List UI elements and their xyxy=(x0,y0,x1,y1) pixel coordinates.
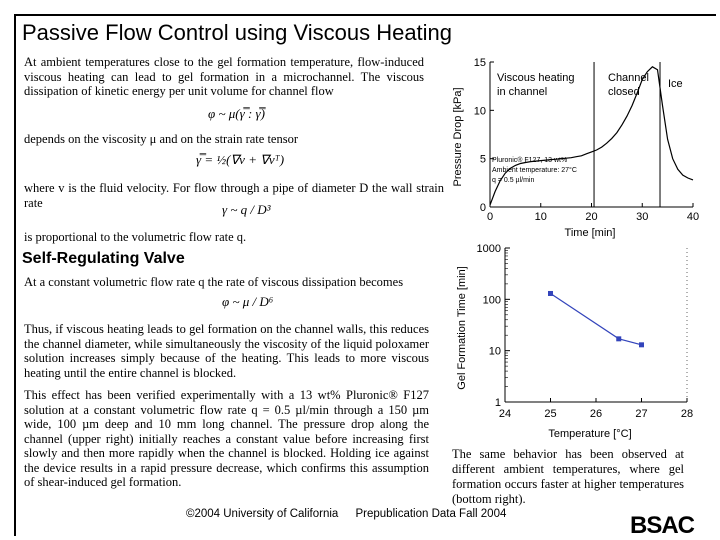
paragraph-constant-flow: At a constant volumetric flow rate q the… xyxy=(24,275,404,289)
slide-title: Passive Flow Control using Viscous Heati… xyxy=(22,20,453,45)
section-heading: Self-Regulating Valve xyxy=(22,250,185,267)
y-axis-label: Pressure Drop [kPa] xyxy=(452,87,464,186)
annotation-conditions-2: Ambient temperature: 27°C xyxy=(492,166,577,174)
y-tick-label: 15 xyxy=(474,57,486,69)
x-tick-label: 28 xyxy=(681,408,693,420)
x-tick-label: 24 xyxy=(499,408,511,420)
gel-time-point xyxy=(616,336,622,342)
pressure-drop-chart: Pressure Drop [kPa] Time [min] Viscous h… xyxy=(452,57,699,239)
gel-time-point xyxy=(548,290,553,296)
annotation-ice: Ice xyxy=(668,78,683,90)
slide-frame xyxy=(14,14,716,536)
annotation-channel-closed-2: closed xyxy=(608,86,640,98)
gel-time-chart: Gel Formation Time [min] Temperature [°C… xyxy=(456,243,693,440)
figure-caption: The same behavior has been observed at d… xyxy=(452,447,684,506)
annotation-viscous-heating-2: in channel xyxy=(497,86,547,98)
x-tick-label: 27 xyxy=(635,408,647,420)
copyright-text: ©2004 University of California xyxy=(186,508,339,520)
y-tick-label: 100 xyxy=(483,294,501,306)
bsac-logo: BSAC xyxy=(630,512,695,539)
paragraph-feedback: Thus, if viscous heating leads to gel fo… xyxy=(24,322,429,380)
x-tick-label: 25 xyxy=(544,408,556,420)
y-tick-label: 10 xyxy=(474,105,486,117)
paragraph-viscosity: depends on the viscosity μ and on the st… xyxy=(24,132,298,146)
paragraph-experiment: This effect has been verified experiment… xyxy=(24,388,429,489)
formula-dissipation: φ ~ μ(γ̿ : γ̿) xyxy=(208,106,265,121)
paragraph-velocity: where v is the fluid velocity. For flow … xyxy=(24,181,444,210)
footer: ©2004 University of California Prepublic… xyxy=(186,508,520,520)
x-axis-label: Time [min] xyxy=(565,227,616,239)
y-tick-label: 1 xyxy=(495,397,501,409)
x-tick-label: 30 xyxy=(636,211,648,223)
y-tick-label: 1000 xyxy=(477,243,501,255)
pressure-series-line xyxy=(489,66,694,206)
annotation-viscous-heating-1: Viscous heating xyxy=(497,72,574,84)
x-tick-label: 26 xyxy=(590,408,602,420)
y-tick-label: 10 xyxy=(489,346,501,358)
x-tick-label: 20 xyxy=(585,211,597,223)
x-axis-label: Temperature [°C] xyxy=(548,428,631,440)
formula-dissipation-q: φ ~ μ / D⁶ xyxy=(222,294,274,309)
publication-note: Prepublication Data Fall 2004 xyxy=(355,508,507,520)
gel-time-point xyxy=(639,342,644,348)
formula-wall-strain: γ ~ q / D³ xyxy=(222,202,271,217)
x-tick-label: 40 xyxy=(687,211,699,223)
annotation-channel-closed-1: Channel xyxy=(608,72,649,84)
x-tick-label: 0 xyxy=(487,211,493,223)
paragraph-flow-rate: is proportional to the volumetric flow r… xyxy=(24,230,247,244)
annotation-conditions-3: q = 0.5 µl/min xyxy=(492,177,534,184)
y-axis-label: Gel Formation Time [min] xyxy=(456,266,468,389)
annotation-conditions-1: Pluronic® F127, 13 wt% xyxy=(492,156,567,164)
gel-time-series-line xyxy=(550,292,642,346)
formula-strain-rate: γ̿ = ½(∇v + ∇vᵀ) xyxy=(196,152,285,167)
y-tick-label: 0 xyxy=(480,202,486,214)
paragraph-intro: At ambient temperatures close to the gel… xyxy=(24,55,424,98)
y-tick-label: 5 xyxy=(480,154,486,166)
x-tick-label: 10 xyxy=(535,211,547,223)
